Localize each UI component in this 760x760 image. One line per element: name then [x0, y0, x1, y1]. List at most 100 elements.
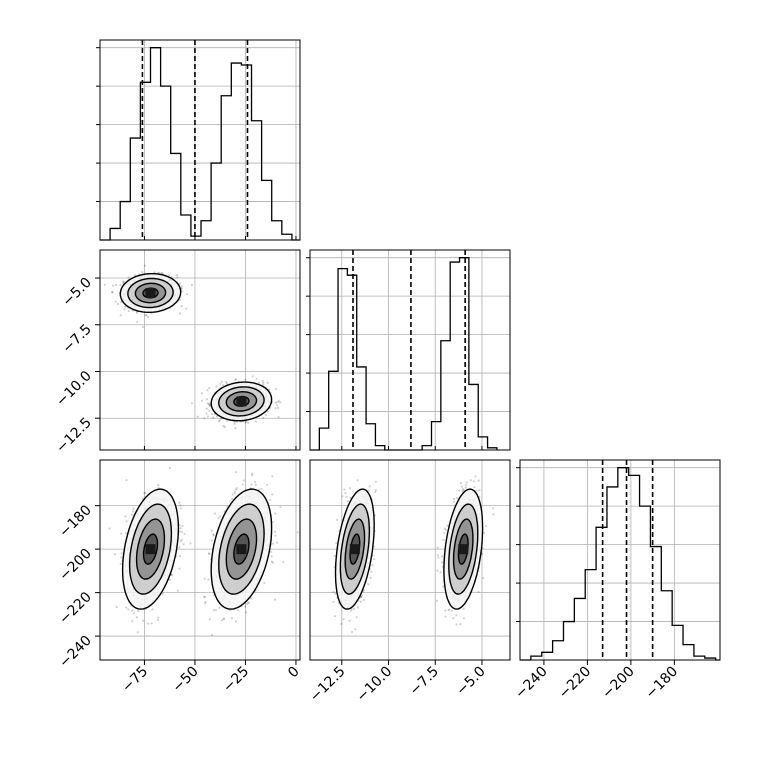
sample-point — [130, 513, 134, 516]
sample-point — [212, 609, 215, 612]
sample-point — [204, 600, 207, 604]
sample-point — [208, 387, 211, 390]
sample-point — [219, 515, 222, 518]
sample-point — [276, 541, 279, 544]
sample-point — [340, 622, 343, 625]
sample-point — [272, 542, 275, 545]
sample-point — [233, 492, 236, 495]
sample-point — [119, 314, 122, 317]
sample-point — [274, 401, 277, 404]
histogram-bin-p0 — [262, 180, 272, 240]
sample-point — [141, 325, 145, 329]
histogram-bin-p1 — [450, 262, 459, 450]
sample-point — [273, 598, 277, 601]
sample-point — [125, 479, 128, 482]
sample-point — [274, 512, 277, 515]
sample-point — [350, 609, 353, 612]
sample-point — [374, 488, 377, 492]
sample-point — [250, 474, 254, 477]
sample-point — [208, 410, 211, 413]
sample-point — [475, 489, 479, 492]
sample-point — [210, 529, 213, 532]
sample-point — [459, 481, 462, 485]
sample-point — [135, 320, 139, 324]
sample-point — [179, 527, 182, 530]
histogram-bin-p2 — [596, 527, 607, 660]
sample-point — [133, 274, 137, 277]
sample-point — [262, 416, 265, 420]
sample-point — [360, 594, 363, 597]
sample-point — [357, 606, 360, 609]
sample-point — [334, 592, 337, 595]
panel-frame — [99, 249, 301, 451]
histogram-bin-p1 — [469, 384, 478, 450]
sample-point — [180, 305, 183, 308]
histogram-bin-p2 — [629, 475, 640, 660]
sample-point — [190, 283, 194, 287]
sample-point — [115, 283, 118, 287]
sample-point — [346, 500, 349, 503]
histogram-bin-p2 — [650, 547, 661, 660]
sample-point — [349, 487, 352, 490]
sample-point — [144, 314, 147, 317]
sample-point — [246, 601, 249, 604]
sample-point — [270, 555, 273, 558]
sample-point — [132, 507, 135, 510]
sample-point — [207, 552, 210, 555]
histogram-bin-p0 — [120, 202, 130, 240]
sample-point — [222, 618, 225, 621]
sample-point — [170, 573, 173, 577]
sample-point — [477, 479, 480, 482]
sample-point — [350, 630, 354, 634]
density-peak — [349, 544, 360, 555]
sample-point — [114, 300, 117, 303]
sample-point — [271, 561, 274, 564]
histogram-bin-p0 — [201, 221, 211, 240]
histogram-bin-p2 — [531, 656, 542, 660]
histogram-bin-p0 — [252, 121, 262, 240]
sample-point — [206, 402, 209, 405]
sample-point — [437, 556, 440, 559]
sample-point — [372, 558, 376, 561]
sample-point — [268, 498, 272, 502]
sample-point — [251, 375, 254, 378]
sample-point — [234, 378, 237, 382]
sample-point — [131, 609, 134, 612]
histogram-bin-p2 — [607, 487, 618, 660]
sample-point — [157, 271, 160, 274]
histogram-bin-p0 — [110, 228, 120, 240]
sample-point — [131, 620, 134, 623]
density-peak — [236, 544, 247, 555]
sample-point — [125, 606, 128, 609]
sample-point — [111, 284, 115, 287]
sample-point — [212, 534, 215, 537]
histogram-bin-p2 — [553, 641, 564, 660]
sample-point — [244, 421, 247, 424]
sample-point — [461, 487, 464, 491]
sample-point — [254, 420, 258, 423]
histogram-bin-p0 — [231, 63, 241, 240]
sample-point — [179, 507, 182, 510]
sample-point — [141, 271, 144, 274]
histogram-bin-p0 — [272, 221, 282, 240]
sample-point — [154, 457, 156, 459]
sample-point — [120, 552, 123, 555]
sample-point — [274, 534, 277, 537]
scatter-group-p0-p1 — [103, 264, 282, 430]
sample-point — [436, 554, 440, 557]
histogram-bin-p1 — [478, 437, 487, 450]
histogram-bin-p2 — [574, 598, 585, 660]
sample-point — [260, 487, 263, 490]
sample-point — [464, 484, 468, 487]
sample-point — [120, 556, 123, 559]
histogram-bin-p2 — [672, 625, 683, 660]
histogram-bin-p1 — [441, 341, 450, 450]
sample-point — [144, 491, 147, 495]
histogram-bin-p0 — [191, 236, 201, 240]
sample-point — [255, 377, 258, 380]
sample-point — [218, 419, 221, 423]
sample-point — [208, 403, 211, 406]
sample-point — [179, 504, 182, 507]
sample-point — [207, 578, 210, 581]
sample-point — [151, 608, 154, 611]
